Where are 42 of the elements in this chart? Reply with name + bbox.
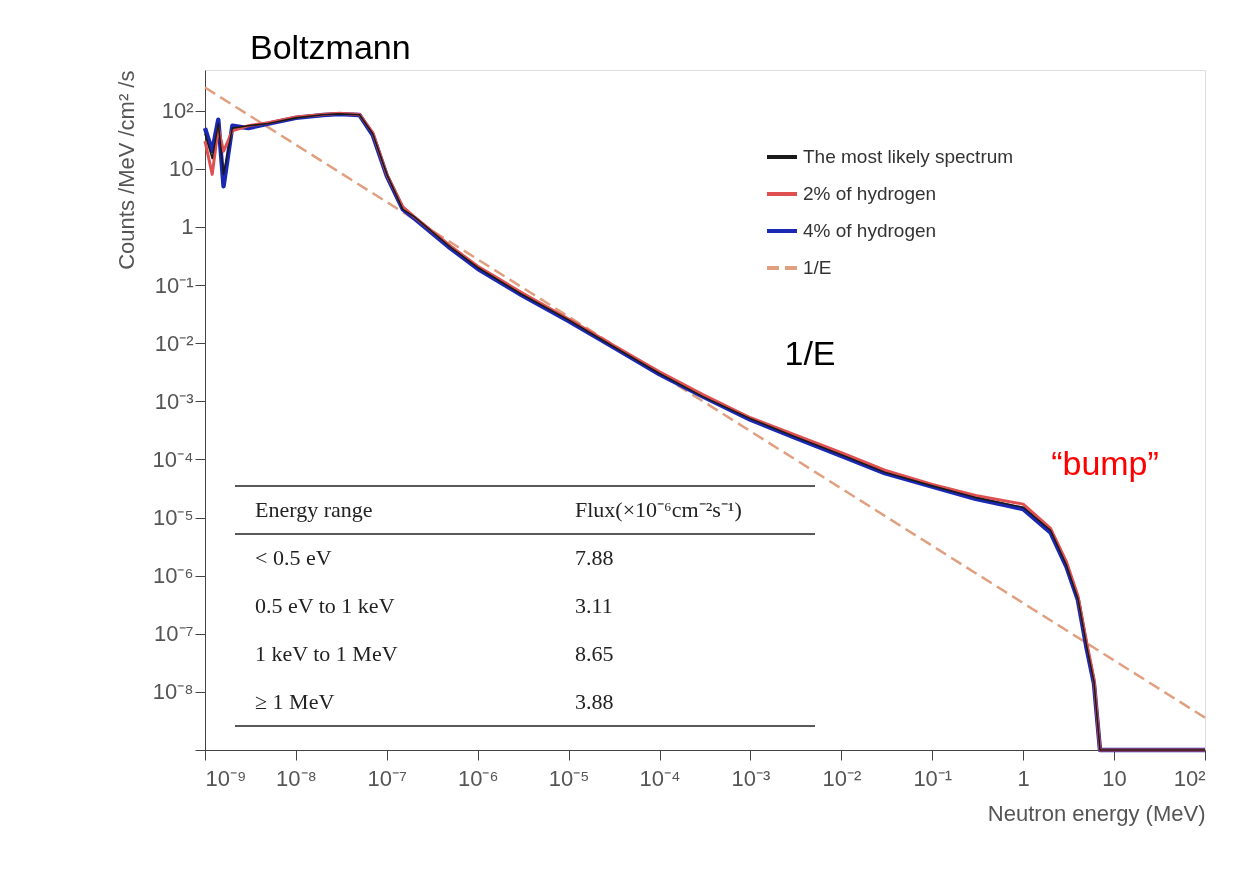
x-tick-label: 10⁻⁷: [367, 765, 408, 791]
y-tick-label: 10⁻⁴: [152, 446, 194, 472]
x-tick-label: 10⁻⁴: [639, 765, 681, 791]
legend-label: 1/E: [803, 257, 832, 278]
annotation: < 0.5 eV: [255, 545, 332, 570]
annotation: Energy range: [255, 497, 373, 522]
y-tick-label: 10⁻⁸: [152, 679, 194, 705]
annotation: Flux(×10⁻⁶cm⁻²s⁻¹): [575, 497, 742, 522]
y-tick-label: 10⁻⁵: [152, 505, 194, 530]
y-tick-label: 10⁻⁷: [154, 621, 194, 647]
y-tick-label: 10²: [161, 98, 194, 124]
annotation: 3.11: [575, 593, 613, 618]
x-tick-label: 10⁻¹: [913, 765, 953, 791]
y-tick-label: 10⁻³: [154, 388, 194, 414]
y-tick-label: 10⁻²: [154, 330, 194, 356]
legend-label: 2% of hydrogen: [803, 183, 937, 204]
x-tick-label: 10⁻³: [731, 765, 771, 791]
y-tick-label: 10: [169, 156, 194, 182]
annotation: ≥ 1 MeV: [255, 689, 335, 714]
annotation: 0.5 eV to 1 keV: [255, 593, 395, 618]
x-tick-label: 10⁻⁹: [205, 765, 247, 791]
x-tick-label: 1: [1017, 765, 1030, 791]
legend-label: The most likely spectrum: [803, 146, 1014, 167]
x-tick-label: 10⁻⁵: [548, 765, 590, 791]
annotation: “bump”: [1051, 444, 1159, 482]
y-axis-title: Counts /MeV /cm² /s: [113, 70, 139, 270]
x-tick-label: 10²: [1173, 765, 1206, 791]
x-tick-label: 10: [1102, 765, 1127, 791]
annotation: 8.65: [575, 641, 614, 666]
x-tick-label: 10⁻⁶: [457, 765, 499, 791]
annotation: 7.88: [575, 545, 614, 570]
text: Boltzmann: [250, 28, 411, 66]
y-tick-label: 10⁻⁶: [152, 563, 194, 589]
y-tick-label: 1: [181, 214, 194, 240]
annotation: 3.88: [575, 689, 614, 714]
x-axis-title: Neutron energy (MeV): [987, 800, 1206, 826]
x-tick-label: 10⁻⁸: [276, 765, 317, 791]
legend-label: 4% of hydrogen: [803, 220, 937, 241]
y-tick-label: 10⁻¹: [154, 272, 194, 298]
x-tick-label: 10⁻²: [822, 765, 862, 791]
annotation: 1/E: [784, 334, 836, 372]
annotation: 1 keV to 1 MeV: [255, 641, 398, 666]
